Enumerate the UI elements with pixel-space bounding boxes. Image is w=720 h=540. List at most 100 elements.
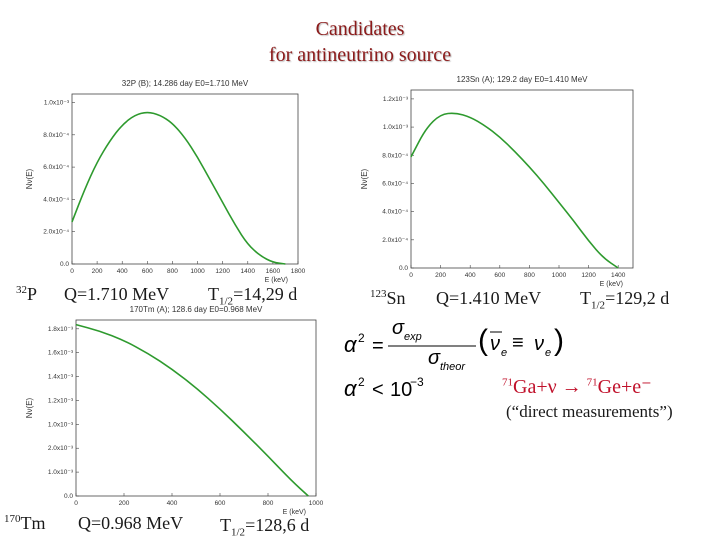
y-tick-label: 4.0x10⁻⁴ — [43, 196, 69, 203]
x-tick-label: 1000 — [190, 268, 205, 275]
x-tick-label: 400 — [117, 268, 128, 275]
sn123-mass: 123 — [370, 288, 387, 300]
svg-text:α: α — [344, 376, 358, 401]
x-tick-label: 0 — [74, 500, 78, 507]
tm170-q-value: Q=0.968 MeV — [78, 513, 184, 533]
plot-frame — [71, 93, 299, 265]
y-tick-label: 4.0x10⁻⁴ — [382, 209, 408, 216]
slide-title-line2: for antineutrino source — [268, 44, 452, 66]
y-tick-label: 1.2x10⁻³ — [48, 397, 74, 404]
x-tick-label: 0 — [70, 268, 74, 275]
y-tick-label: 1.2x10⁻³ — [383, 96, 409, 103]
sn123-spectrum-plot: 123Sn (A); 129.2 day E0=1.410 MeV 0 200 400… — [360, 75, 634, 288]
svg-text:ν: ν — [534, 333, 544, 355]
sn123-half-life: T1/2=129,2 d — [580, 288, 669, 312]
svg-text:α: α — [344, 332, 358, 357]
x-tick-label: 200 — [119, 500, 130, 507]
y-tick-label: 2.0x10⁻⁴ — [43, 229, 69, 236]
spectrum-curve — [410, 112, 619, 269]
svg-text:exp: exp — [404, 331, 422, 343]
x-axis-label: E (keV) — [265, 277, 288, 284]
x-tick-label: 600 — [494, 272, 505, 279]
svg-text:): ) — [554, 324, 564, 357]
x-tick-label: 1400 — [611, 272, 626, 279]
x-tick-label: 0 — [409, 272, 413, 279]
svg-text:≡: ≡ — [512, 332, 524, 354]
x-tick-label: 1200 — [581, 272, 596, 279]
svg-text:10: 10 — [390, 379, 412, 401]
y-tick-label: 1.0x10⁻³ — [48, 469, 74, 476]
y-tick-label: 6.0x10⁻⁴ — [43, 164, 69, 171]
plot-frame — [410, 89, 634, 269]
p32-t: T — [208, 284, 219, 304]
y-tick-label: 1.4x10⁻³ — [48, 374, 74, 381]
y-tick-label: 1.0x10⁻³ — [48, 421, 74, 428]
p32-label: 32P — [16, 284, 37, 305]
y-tick-label: 2.0x10⁻⁴ — [382, 237, 408, 244]
tm170-spectrum-plot: 170Tm (A); 128.6 day E0=0.968 MeV 0 200 400… — [25, 305, 324, 516]
x-tick-label: 600 — [142, 268, 153, 275]
y-tick-label: 1.0x10⁻³ — [44, 100, 70, 107]
alpha-limit-equation: α 2 < 10 −3 — [344, 375, 424, 401]
sn123-q-value: Q=1.410 MeV — [436, 288, 542, 308]
y-tick-label: 8.0x10⁻⁴ — [382, 152, 408, 159]
svg-text:2: 2 — [358, 375, 365, 389]
y-axis-label: Nν(E) — [25, 168, 34, 189]
svg-text:e: e — [545, 347, 551, 359]
svg-text:<: < — [372, 379, 384, 401]
sn123-label: 123Sn — [370, 288, 406, 309]
plot-title: 32P (B); 14.286 day E0=1.710 MeV — [122, 79, 249, 88]
ge-term: Ge+e⁻ — [597, 376, 652, 398]
x-axis-label: E (keV) — [600, 281, 623, 288]
p32-symbol: P — [27, 284, 38, 304]
p32-mass: 32 — [16, 284, 27, 296]
ga-mass: 71 — [502, 376, 513, 389]
x-tick-label: 400 — [465, 272, 476, 279]
svg-text:2: 2 — [358, 331, 365, 345]
ga-term: Ga+ν → — [513, 376, 587, 398]
plot-frame — [75, 319, 317, 497]
p32-q-value: Q=1.710 MeV — [64, 284, 170, 304]
x-tick-label: 200 — [435, 272, 446, 279]
svg-text:ν: ν — [490, 333, 500, 355]
p32-spectrum-plot: 32P (B); 14.286 day E0=1.710 MeV 0 200 400 6… — [25, 79, 306, 284]
y-tick-label: 2.0x10⁻³ — [48, 445, 74, 452]
alpha-ratio-equation: α 2 = σ exp σ theor ( ν e ≡ ν e ) — [344, 317, 564, 372]
tm170-t-sub: 1/2 — [231, 526, 246, 539]
tm170-t-value: =128,6 d — [245, 515, 310, 535]
y-tick-label: 8.0x10⁻⁴ — [43, 132, 69, 139]
x-tick-label: 1800 — [291, 268, 306, 275]
y-tick-label: 1.8x10⁻³ — [48, 326, 74, 333]
svg-text:−3: −3 — [410, 375, 424, 389]
x-tick-label: 1000 — [552, 272, 567, 279]
plot-title: 170Tm (A); 128.6 day E0=0.968 MeV — [130, 305, 263, 314]
x-tick-label: 1000 — [309, 500, 324, 507]
sn123-symbol: Sn — [386, 288, 406, 308]
x-tick-label: 600 — [215, 500, 226, 507]
p32-half-life: T1/2=14,29 d — [208, 284, 297, 308]
svg-text:σ: σ — [428, 347, 441, 369]
svg-text:theor: theor — [440, 361, 466, 372]
svg-text:(: ( — [478, 324, 488, 357]
y-tick-label: 0.0 — [60, 261, 69, 268]
y-tick-label: 1.0x10⁻³ — [383, 124, 409, 131]
tm170-t: T — [220, 515, 231, 535]
sn123-t-value: =129,2 d — [605, 288, 670, 308]
sn123-t: T — [580, 288, 591, 308]
reaction-equation: 71Ga+ν → 71Ge+e⁻ — [502, 374, 652, 399]
plot-title: 123Sn (A); 129.2 day E0=1.410 MeV — [457, 75, 589, 84]
p32-t-sub: 1/2 — [219, 295, 234, 308]
p32-t-value: =14,29 d — [233, 284, 298, 304]
direct-measurements-note: (“direct measurements”) — [506, 402, 673, 421]
y-tick-label: 0.0 — [64, 493, 73, 500]
x-tick-label: 800 — [524, 272, 535, 279]
svg-text:σ: σ — [392, 317, 405, 339]
tm170-mass: 170 — [4, 513, 21, 525]
slide-title-line1: Candidates — [315, 18, 405, 40]
x-axis-label: E (keV) — [283, 509, 306, 516]
spectrum-curve — [71, 111, 286, 265]
tm170-label: 170Tm — [4, 513, 46, 534]
y-tick-label: 0.0 — [399, 265, 408, 272]
y-tick-label: 6.0x10⁻⁴ — [382, 180, 408, 187]
y-axis-label: Nν(E) — [360, 168, 369, 189]
